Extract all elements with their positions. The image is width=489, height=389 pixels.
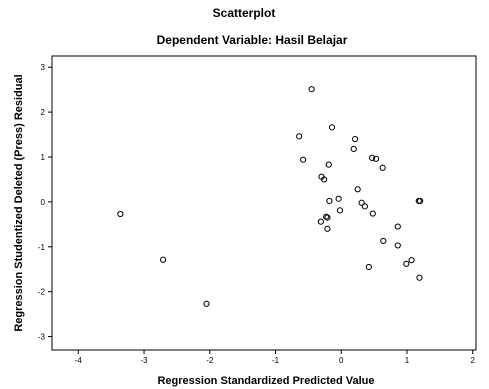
data-point [350,145,357,153]
data-point [117,210,124,218]
data-point [372,155,380,162]
data-point [308,86,315,93]
data-point [380,237,387,245]
data-point [328,124,336,131]
data-point [394,223,401,230]
data-point [323,213,330,220]
x-tick-label: -4 [75,356,83,365]
data-point [336,207,344,214]
data-point [403,260,410,267]
x-tick-label: 1 [405,356,410,365]
data-point [358,199,365,206]
data-point [408,257,415,264]
data-point [365,263,372,271]
data-point [159,256,167,263]
data-point [361,203,369,210]
y-tick-label: -3 [38,333,46,342]
y-tick-label: 0 [41,198,46,207]
x-tick-label: 0 [339,356,344,365]
chart-title: Scatterplot [213,6,276,20]
data-point [351,135,359,143]
data-point [379,164,386,171]
data-point [325,161,332,168]
data-point [416,274,423,281]
x-tick-label: -3 [140,356,148,365]
y-tick-label: -2 [38,288,46,297]
data-point [335,195,342,202]
data-point [369,210,376,217]
data-point [324,214,331,221]
y-tick-label: 2 [41,108,46,117]
y-tick-label: 3 [41,63,46,72]
chart-subtitle: Dependent Variable: Hasil Belajar [157,33,348,47]
x-axis-label: Regression Standardized Predicted Value [157,375,374,387]
data-point [369,154,376,161]
data-points [117,86,424,307]
data-point [326,197,333,205]
data-point [417,197,424,205]
axis-ticks: -4 -3 -2 -1 0 1 2 -3 -2 -1 0 1 2 3 [38,63,476,365]
data-point [296,133,303,140]
x-tick-label: -1 [272,356,280,365]
data-point [354,186,361,193]
data-point [394,242,401,249]
y-tick-label: 1 [41,153,46,162]
plot-area [51,55,477,351]
x-tick-label: -2 [206,356,214,365]
data-point [317,218,324,225]
data-point [324,225,331,232]
data-point [203,300,210,307]
y-axis-label: Regression Studentized Deleted (Press) R… [13,74,25,331]
y-tick-label: -1 [38,243,46,252]
data-point [300,156,307,163]
data-point [321,176,328,183]
x-tick-label: 2 [470,356,475,365]
